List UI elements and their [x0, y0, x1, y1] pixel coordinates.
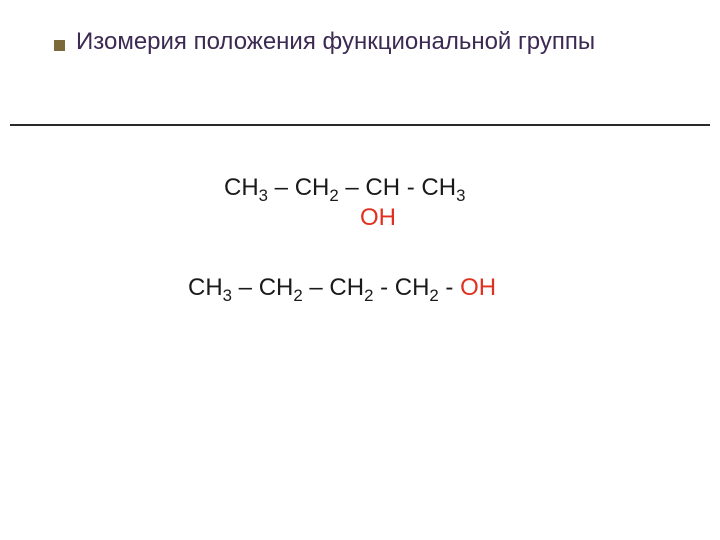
f2-p5: -	[439, 274, 460, 301]
formula-line-2: СН3 – СН2 – СН2 - СН2 - ОН	[188, 274, 496, 306]
divider-line	[10, 124, 710, 126]
f2-p3: – СН	[303, 274, 364, 301]
f1-s3: 3	[456, 186, 465, 205]
f2-s1: 3	[223, 286, 232, 305]
f2-p2: – СН	[232, 274, 293, 301]
f1-p1: СН	[224, 174, 259, 201]
slide-title: Изомерия положения функциональной группы	[76, 28, 595, 56]
f1-s2: 2	[329, 186, 338, 205]
f2-s4: 2	[429, 286, 438, 305]
formula-line-1: СН3 – СН2 – СН - СН3	[224, 174, 465, 206]
f2-p1: СН	[188, 274, 223, 301]
title-bullet	[54, 40, 65, 51]
f1-p3: – СН - СН	[339, 174, 456, 201]
f1-p2: – СН	[268, 174, 329, 201]
f2-s2: 2	[293, 286, 302, 305]
f2-oh: ОН	[460, 274, 496, 301]
f1-s1: 3	[259, 186, 268, 205]
f2-p4: - СН	[373, 274, 429, 301]
formula-line-1-oh: ОН	[360, 204, 396, 232]
slide: Изомерия положения функциональной группы…	[0, 0, 720, 540]
